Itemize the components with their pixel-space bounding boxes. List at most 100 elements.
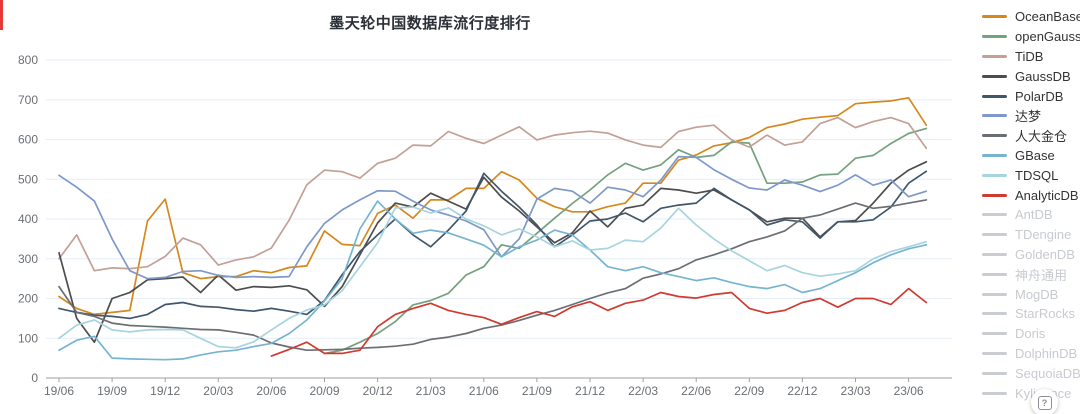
legend-line-swatch [982,94,1007,98]
legend-label: OceanBase [1015,9,1080,25]
legend-label: SequoiaDB [1015,365,1080,381]
x-axis-label: 20/09 [309,384,339,398]
legend-label: Doris [1015,326,1046,342]
legend-item-MogDB[interactable]: MogDB [982,284,1080,304]
legend-line-swatch [982,114,1007,118]
x-axis-label: 21/03 [416,384,446,398]
legend-item-TDSQL[interactable]: TDSQL [982,165,1080,185]
series-line-openGauss[interactable] [323,127,928,355]
legend-line-swatch [982,312,1007,316]
legend-label: AntDB [1015,207,1053,223]
series-line-TDSQL[interactable] [58,206,928,349]
x-axis-label: 20/12 [363,384,393,398]
legend-line-swatch [982,35,1007,39]
legend-line-swatch [982,15,1007,19]
legend-line-swatch [982,134,1007,138]
x-axis-label: 21/09 [522,384,552,398]
help-button[interactable]: ? [1031,389,1058,414]
legend-item-OceanBase[interactable]: OceanBase [982,7,1080,27]
legend-item-AnalyticDB[interactable]: AnalyticDB [982,185,1080,205]
series-line-AnalyticDB[interactable] [270,287,928,357]
x-axis-label: 20/03 [203,384,233,398]
x-axis-label: 19/06 [44,384,74,398]
legend-item-神舟通用[interactable]: 神舟通用 [982,264,1080,284]
series-line-TiDB[interactable] [58,116,928,272]
legend-item-StarRocks[interactable]: StarRocks [982,304,1080,324]
legend-line-swatch [982,193,1007,197]
chart-legend: OceanBase openGauss TiDB GaussDB PolarDB 达梦人大… [982,7,1080,403]
x-axis-label: 22/03 [628,384,658,398]
series-line-达梦[interactable] [58,155,928,280]
legend-item-AntDB[interactable]: AntDB [982,205,1080,225]
legend-label: TDSQL [1015,167,1059,183]
y-axis-label: 100 [18,331,38,345]
legend-item-openGauss[interactable]: openGauss [982,27,1080,47]
legend-line-swatch [982,173,1007,177]
legend-line-swatch [982,332,1007,336]
legend-label: openGauss [1015,29,1080,45]
y-axis-label: 300 [18,252,38,266]
legend-label: AnalyticDB [1015,187,1079,203]
legend-label: GoldenDB [1015,246,1075,262]
legend-item-人大金仓[interactable]: 人大金仓 [982,126,1080,146]
y-axis-label: 0 [31,371,38,385]
series-line-GaussDB[interactable] [58,160,928,344]
legend-label: 神舟通用 [1015,267,1068,283]
x-axis-label: 20/06 [256,384,286,398]
y-axis-label: 700 [18,93,38,107]
x-axis-label: 22/06 [681,384,711,398]
x-axis-label: 22/12 [787,384,817,398]
y-axis-label: 400 [18,212,38,226]
legend-item-GaussDB[interactable]: GaussDB [982,66,1080,86]
legend-line-swatch [982,54,1007,58]
legend-item-TDengine[interactable]: TDengine [982,225,1080,245]
chart-title: 墨天轮中国数据库流行度排行 [329,15,531,32]
legend-item-SequoiaDB[interactable]: SequoiaDB [982,363,1080,383]
y-axis-label: 800 [18,53,38,67]
series-line-PolarDB[interactable] [58,170,928,320]
x-axis-label: 23/03 [840,384,870,398]
question-mark-icon: ? [1037,395,1052,410]
line-chart: 0 100 200 300 400 500 600 700 800 19/06 19/09 19/12… [18,53,952,398]
legend-label: GaussDB [1015,68,1071,84]
legend-line-swatch [982,292,1007,296]
series-line-OceanBase[interactable] [58,96,928,316]
legend-label: TiDB [1015,48,1044,64]
x-axis-label: 21/12 [575,384,605,398]
series-line-GBase[interactable] [58,200,928,361]
line-chart-plot-area[interactable]: 0 100 200 300 400 500 600 700 800 19/06 19/09 19/12… [0,0,960,414]
legend-item-GoldenDB[interactable]: GoldenDB [982,245,1080,265]
legend-line-swatch [982,272,1007,276]
y-axis-label: 600 [18,133,38,147]
x-axis-label: 19/09 [97,384,127,398]
left-edge-accent-bar [0,0,3,30]
legend-item-PolarDB[interactable]: PolarDB [982,86,1080,106]
series-line-人大金仓[interactable] [58,199,928,352]
legend-line-swatch [982,252,1007,256]
legend-label: 人大金仓 [1015,129,1068,145]
x-axis-label: 22/09 [734,384,764,398]
legend-label: TDengine [1015,227,1072,243]
legend-label: StarRocks [1015,306,1075,322]
legend-item-Doris[interactable]: Doris [982,324,1080,344]
legend-label: 达梦 [1015,109,1042,125]
legend-label: DolphinDB [1015,345,1078,361]
x-axis-label: 19/12 [150,384,180,398]
legend-item-DolphinDB[interactable]: DolphinDB [982,344,1080,364]
legend-label: MogDB [1015,286,1059,302]
legend-item-达梦[interactable]: 达梦 [982,106,1080,126]
y-axis-label: 200 [18,292,38,306]
legend-line-swatch [982,371,1007,375]
legend-line-swatch [982,153,1007,157]
legend-label: GBase [1015,147,1055,163]
legend-line-swatch [982,351,1007,355]
y-axis-label: 500 [18,172,38,186]
legend-label: PolarDB [1015,88,1064,104]
legend-item-TiDB[interactable]: TiDB [982,47,1080,67]
x-axis-label: 23/06 [894,384,924,398]
legend-item-GBase[interactable]: GBase [982,146,1080,166]
legend-line-swatch [982,213,1007,217]
legend-line-swatch [982,391,1007,395]
legend-line-swatch [982,233,1007,237]
